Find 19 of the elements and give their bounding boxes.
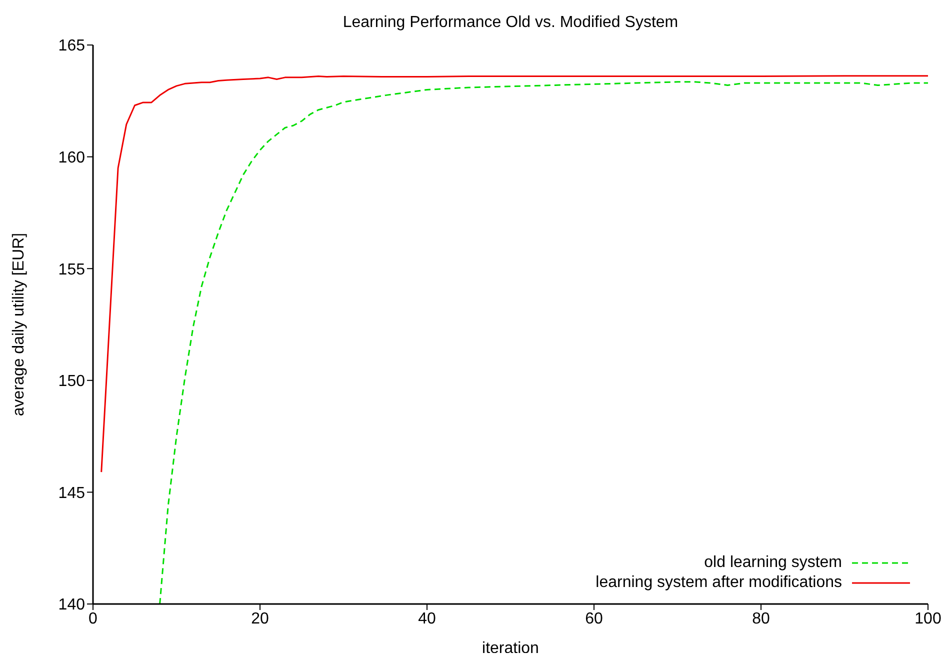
x-tick-label: 40 [418,610,436,628]
legend-label: learning system after modifications [596,573,842,593]
y-tick-label: 155 [58,261,86,278]
y-tick-label: 150 [58,373,86,390]
x-tick-label: 100 [914,610,942,628]
x-tick-label: 20 [251,610,269,628]
chart-title: Learning Performance Old vs. Modified System [342,14,680,32]
line-series [159,81,928,604]
y-tick-label: 145 [58,484,86,502]
x-tick-label: 60 [585,610,603,628]
y-axis-title: average daily utility [EUR] [10,232,28,416]
x-axis-title: iteration [482,640,539,657]
x-tick-label: 0 [88,610,98,628]
legend-label: old learning system [704,553,842,573]
x-tick-label: 80 [752,610,770,628]
line-series [100,75,928,473]
y-tick-label: 140 [58,596,86,614]
y-tick-label: 165 [58,38,86,55]
y-tick-label: 160 [58,149,86,166]
